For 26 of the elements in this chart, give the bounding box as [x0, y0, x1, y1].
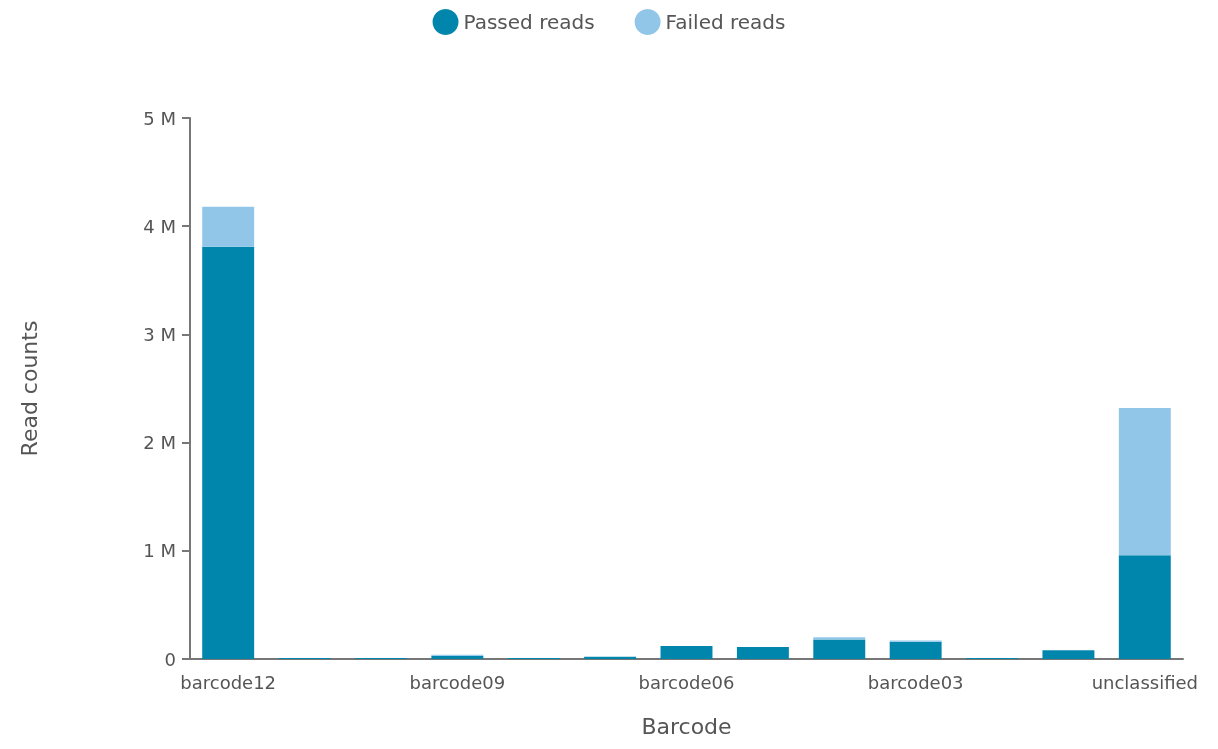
- bar: [889, 641, 942, 659]
- x-tick-label: unclassified: [1091, 671, 1198, 693]
- x-tick-label: barcode06: [638, 671, 735, 693]
- bar: [202, 206, 255, 247]
- bar: [1042, 650, 1095, 659]
- bar: [202, 246, 255, 659]
- bar: [813, 637, 866, 640]
- x-axis-title: Barcode: [641, 713, 732, 739]
- y-tick-label: 3 M: [143, 323, 176, 345]
- bar: [1118, 555, 1171, 659]
- y-tick-label: 2 M: [143, 432, 176, 454]
- bar: [813, 639, 866, 659]
- x-tick-label: barcode09: [409, 671, 506, 693]
- x-tick-label: barcode12: [180, 671, 277, 693]
- bar: [660, 646, 713, 659]
- y-tick-label: 1 M: [143, 540, 176, 562]
- legend-label: Failed reads: [665, 10, 786, 34]
- y-tick-label: 4 M: [143, 215, 176, 237]
- y-tick-label: 0: [164, 648, 176, 670]
- y-tick-label: 5 M: [143, 107, 176, 129]
- bar: [584, 656, 637, 659]
- legend-label: Passed reads: [463, 10, 595, 34]
- bar: [736, 647, 789, 659]
- x-tick-label: barcode03: [867, 671, 964, 693]
- y-axis-title: Read counts: [16, 320, 42, 457]
- bar: [1118, 407, 1171, 556]
